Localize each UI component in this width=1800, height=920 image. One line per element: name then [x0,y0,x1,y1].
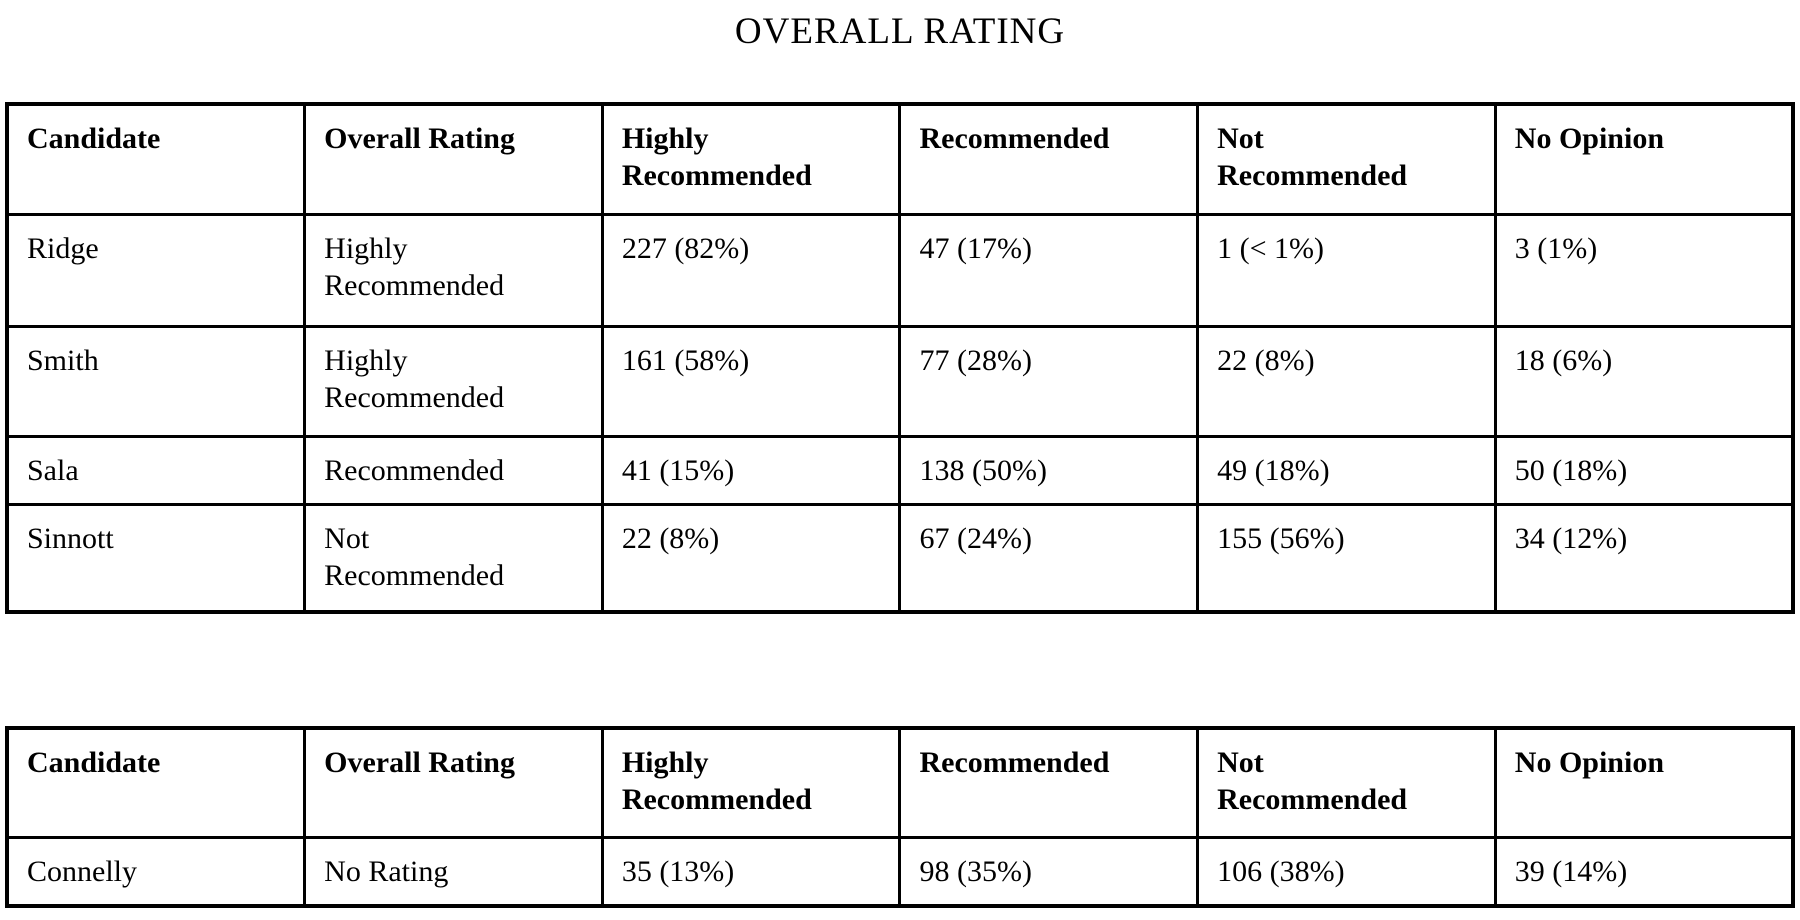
table-row-connelly: Connelly No Rating 35 (13%) 98 (35%) 106… [5,835,1795,908]
cell-no-opinion: 50 (18%) [1493,434,1795,506]
header-row: Candidate Overall Rating Highly Recommen… [5,726,1795,839]
cell-recommended: 47 (17%) [898,212,1200,328]
cell-highly-recommended: 161 (58%) [600,324,902,438]
cell-no-opinion: 18 (6%) [1493,324,1795,438]
cell-candidate: Ridge [5,212,307,328]
cell-not-recommended: 22 (8%) [1196,324,1497,438]
cell-no-opinion: 3 (1%) [1493,212,1795,328]
cell-no-opinion: 39 (14%) [1493,835,1795,908]
table-row-sinnott: Sinnott Not Recommended 22 (8%) 67 (24%)… [5,502,1795,614]
cell-overall-rating: No Rating [303,835,604,908]
cell-not-recommended: 49 (18%) [1196,434,1497,506]
cell-highly-recommended: 22 (8%) [600,502,902,614]
cell-candidate: Smith [5,324,307,438]
cell-recommended: 138 (50%) [898,434,1200,506]
cell-highly-recommended: 227 (82%) [600,212,902,328]
cell-candidate: Sinnott [5,502,307,614]
cell-recommended: 77 (28%) [898,324,1200,438]
cell-recommended: 67 (24%) [898,502,1200,614]
overall-rating-table-primary: Candidate Overall Rating Highly Recommen… [5,102,1795,614]
table-row-sala: Sala Recommended 41 (15%) 138 (50%) 49 (… [5,434,1795,506]
cell-not-recommended: 1 (< 1%) [1196,212,1497,328]
cell-highly-recommended: 41 (15%) [600,434,902,506]
table-row-smith: Smith Highly Recommended 161 (58%) 77 (2… [5,324,1795,438]
table-row-ridge: Ridge Highly Recommended 227 (82%) 47 (1… [5,212,1795,328]
cell-not-recommended: 106 (38%) [1196,835,1497,908]
cell-candidate: Sala [5,434,307,506]
cell-overall-rating: Highly Recommended [303,324,604,438]
column-header-candidate: Candidate [5,102,307,216]
column-header-highly-recommended: Highly Recommended [600,102,902,216]
column-header-recommended: Recommended [898,726,1200,839]
column-header-no-opinion: No Opinion [1493,726,1795,839]
cell-recommended: 98 (35%) [898,835,1200,908]
cell-no-opinion: 34 (12%) [1493,502,1795,614]
header-row: Candidate Overall Rating Highly Recommen… [5,102,1795,216]
cell-highly-recommended: 35 (13%) [600,835,902,908]
overall-rating-table-secondary: Candidate Overall Rating Highly Recommen… [5,726,1795,908]
page-title: OVERALL RATING [734,11,1066,52]
column-header-no-opinion: No Opinion [1493,102,1795,216]
column-header-overall-rating: Overall Rating [303,726,604,839]
column-header-overall-rating: Overall Rating [303,102,604,216]
column-header-highly-recommended: Highly Recommended [600,726,902,839]
column-header-candidate: Candidate [5,726,307,839]
cell-overall-rating: Highly Recommended [303,212,604,328]
cell-not-recommended: 155 (56%) [1196,502,1497,614]
cell-overall-rating: Not Recommended [303,502,604,614]
column-header-not-recommended: Not Recommended [1196,726,1497,839]
cell-overall-rating: Recommended [303,434,604,506]
column-header-recommended: Recommended [898,102,1200,216]
column-header-not-recommended: Not Recommended [1196,102,1497,216]
cell-candidate: Connelly [5,835,307,908]
